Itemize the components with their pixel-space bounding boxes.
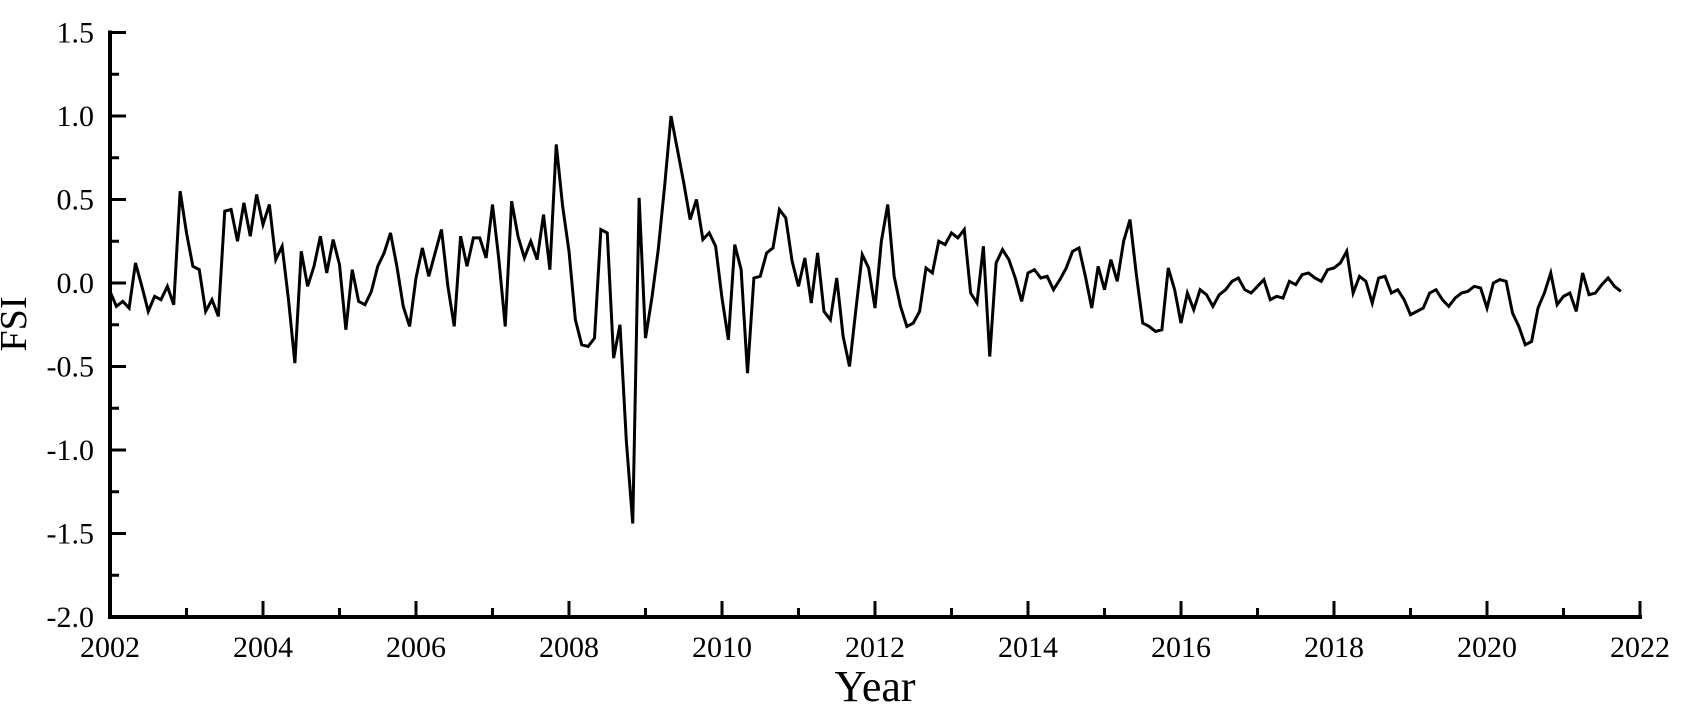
x-tick-label: 2014: [998, 631, 1058, 664]
axes: [108, 30, 1642, 619]
x-tick-label: 2020: [1457, 631, 1517, 664]
y-tick-label: -1.5: [47, 518, 95, 551]
x-tick-label: 2010: [692, 631, 752, 664]
x-tick-label: 2002: [80, 631, 140, 664]
y-tick-label: 0.0: [57, 267, 95, 300]
y-tick-label: 1.0: [57, 100, 95, 133]
x-tick-label: 2012: [845, 631, 905, 664]
x-tick-label: 2022: [1610, 631, 1670, 664]
x-tick-label: 2008: [539, 631, 599, 664]
fsi-series-line: [108, 115, 1622, 524]
series-lines: [108, 115, 1622, 524]
x-axis-title: Year: [834, 662, 915, 711]
axis-ticks: [108, 31, 1642, 619]
y-tick-label: 0.5: [57, 184, 95, 217]
x-tick-label: 2004: [233, 631, 293, 664]
y-tick-label: -1.0: [47, 434, 95, 467]
x-tick-label: 2018: [1304, 631, 1364, 664]
y-tick-label: -0.5: [47, 351, 95, 384]
y-tick-label: 1.5: [57, 17, 95, 50]
y-tick-label: -2.0: [47, 601, 95, 634]
x-tick-label: 2016: [1151, 631, 1211, 664]
x-tick-label: 2006: [386, 631, 446, 664]
y-axis-title: FSI: [0, 297, 35, 352]
